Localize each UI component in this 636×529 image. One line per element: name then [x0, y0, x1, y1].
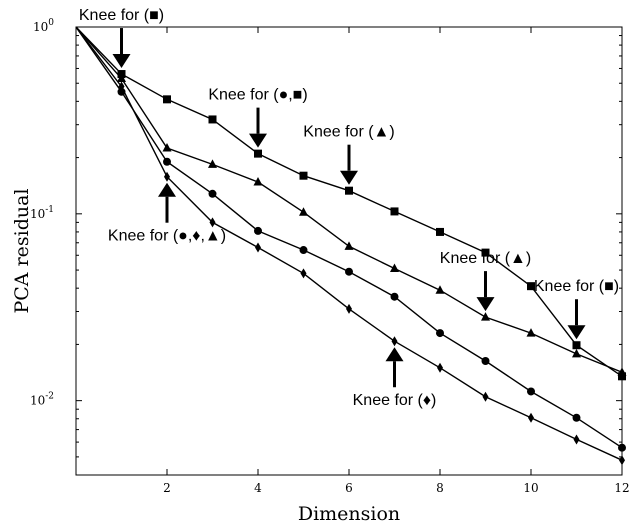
point-diamond — [300, 268, 307, 279]
point-diamond — [482, 391, 489, 402]
annotations: Knee for (■)Knee for (●,■)Knee for (▲)Kn… — [79, 7, 619, 409]
point-square — [527, 282, 535, 291]
point-circle — [572, 413, 581, 422]
point-square — [436, 227, 444, 236]
point-triangle — [390, 263, 399, 272]
x-tick-label: 4 — [254, 481, 262, 495]
annotation-arrow-head — [567, 325, 586, 340]
annotation-arrow-head — [158, 182, 176, 197]
point-circle — [299, 246, 308, 255]
x-tick-label: 6 — [345, 481, 353, 495]
point-triangle — [481, 312, 490, 321]
point-triangle — [572, 348, 581, 358]
point-circle — [208, 189, 217, 198]
point-circle — [345, 267, 353, 276]
point-triangle — [435, 285, 445, 294]
point-circle — [481, 357, 490, 366]
x-axis-ticks: 2 4 6 8 10 12 — [163, 27, 630, 495]
point-diamond — [164, 171, 170, 182]
point-square — [572, 341, 581, 350]
series-markers — [117, 70, 627, 466]
annotation-label: Knee for (●,■) — [208, 87, 307, 104]
x-tick-label: 10 — [523, 481, 538, 495]
point-diamond — [391, 336, 398, 347]
point-square — [208, 115, 217, 124]
point-triangle — [208, 159, 217, 168]
point-square — [299, 171, 308, 180]
y-tick-label: 10-2 — [30, 392, 54, 408]
y-tick-label: 10-1 — [30, 205, 54, 221]
annotation-label: Knee for (▲) — [440, 250, 531, 267]
annotation-label: Knee for (■) — [534, 278, 619, 295]
point-circle — [254, 226, 262, 235]
point-triangle — [344, 241, 354, 250]
annotation-arrow-head — [249, 133, 267, 148]
point-diamond — [573, 434, 580, 445]
annotation-label: Knee for (●,♦,▲) — [108, 228, 226, 245]
annotation-arrow-head — [112, 54, 131, 69]
x-tick-label: 12 — [614, 481, 629, 495]
point-square — [345, 186, 353, 195]
point-diamond — [209, 217, 216, 228]
point-diamond — [437, 362, 443, 373]
point-triangle — [617, 367, 627, 376]
point-triangle — [299, 207, 308, 216]
point-circle — [390, 292, 399, 301]
point-square — [481, 248, 490, 257]
y-axis-title: PCA residual — [11, 188, 33, 313]
point-diamond — [346, 303, 352, 314]
x-axis-title: Dimension — [298, 503, 400, 525]
annotation-arrow-head — [385, 347, 404, 362]
point-triangle — [162, 143, 172, 152]
annotation-label: Knee for (▲) — [303, 124, 394, 141]
point-circle — [618, 443, 626, 452]
point-diamond — [528, 412, 534, 423]
point-triangle — [117, 73, 126, 83]
point-circle — [117, 87, 126, 96]
x-tick-label: 8 — [436, 481, 444, 495]
annotation-label: Knee for (■) — [79, 7, 164, 24]
point-circle — [436, 329, 444, 338]
annotation-arrow-head — [340, 170, 358, 185]
series-line-square — [76, 27, 622, 377]
point-diamond — [255, 242, 261, 253]
point-square — [163, 95, 171, 104]
point-square — [254, 149, 262, 158]
point-square — [390, 207, 399, 216]
point-circle — [527, 387, 535, 396]
point-diamond — [118, 81, 125, 92]
series-line-triangle — [76, 27, 622, 373]
y-tick-label: 100 — [33, 18, 54, 34]
annotation-label: Knee for (♦) — [353, 392, 437, 409]
point-triangle — [526, 328, 536, 337]
annotation-arrow-head — [476, 297, 495, 312]
point-triangle — [253, 177, 263, 186]
point-square — [618, 372, 626, 381]
point-diamond — [619, 455, 625, 466]
x-tick-label: 2 — [163, 481, 171, 495]
y-axis-ticks: 10-2 10-1 100 — [30, 18, 622, 476]
point-circle — [163, 157, 171, 166]
